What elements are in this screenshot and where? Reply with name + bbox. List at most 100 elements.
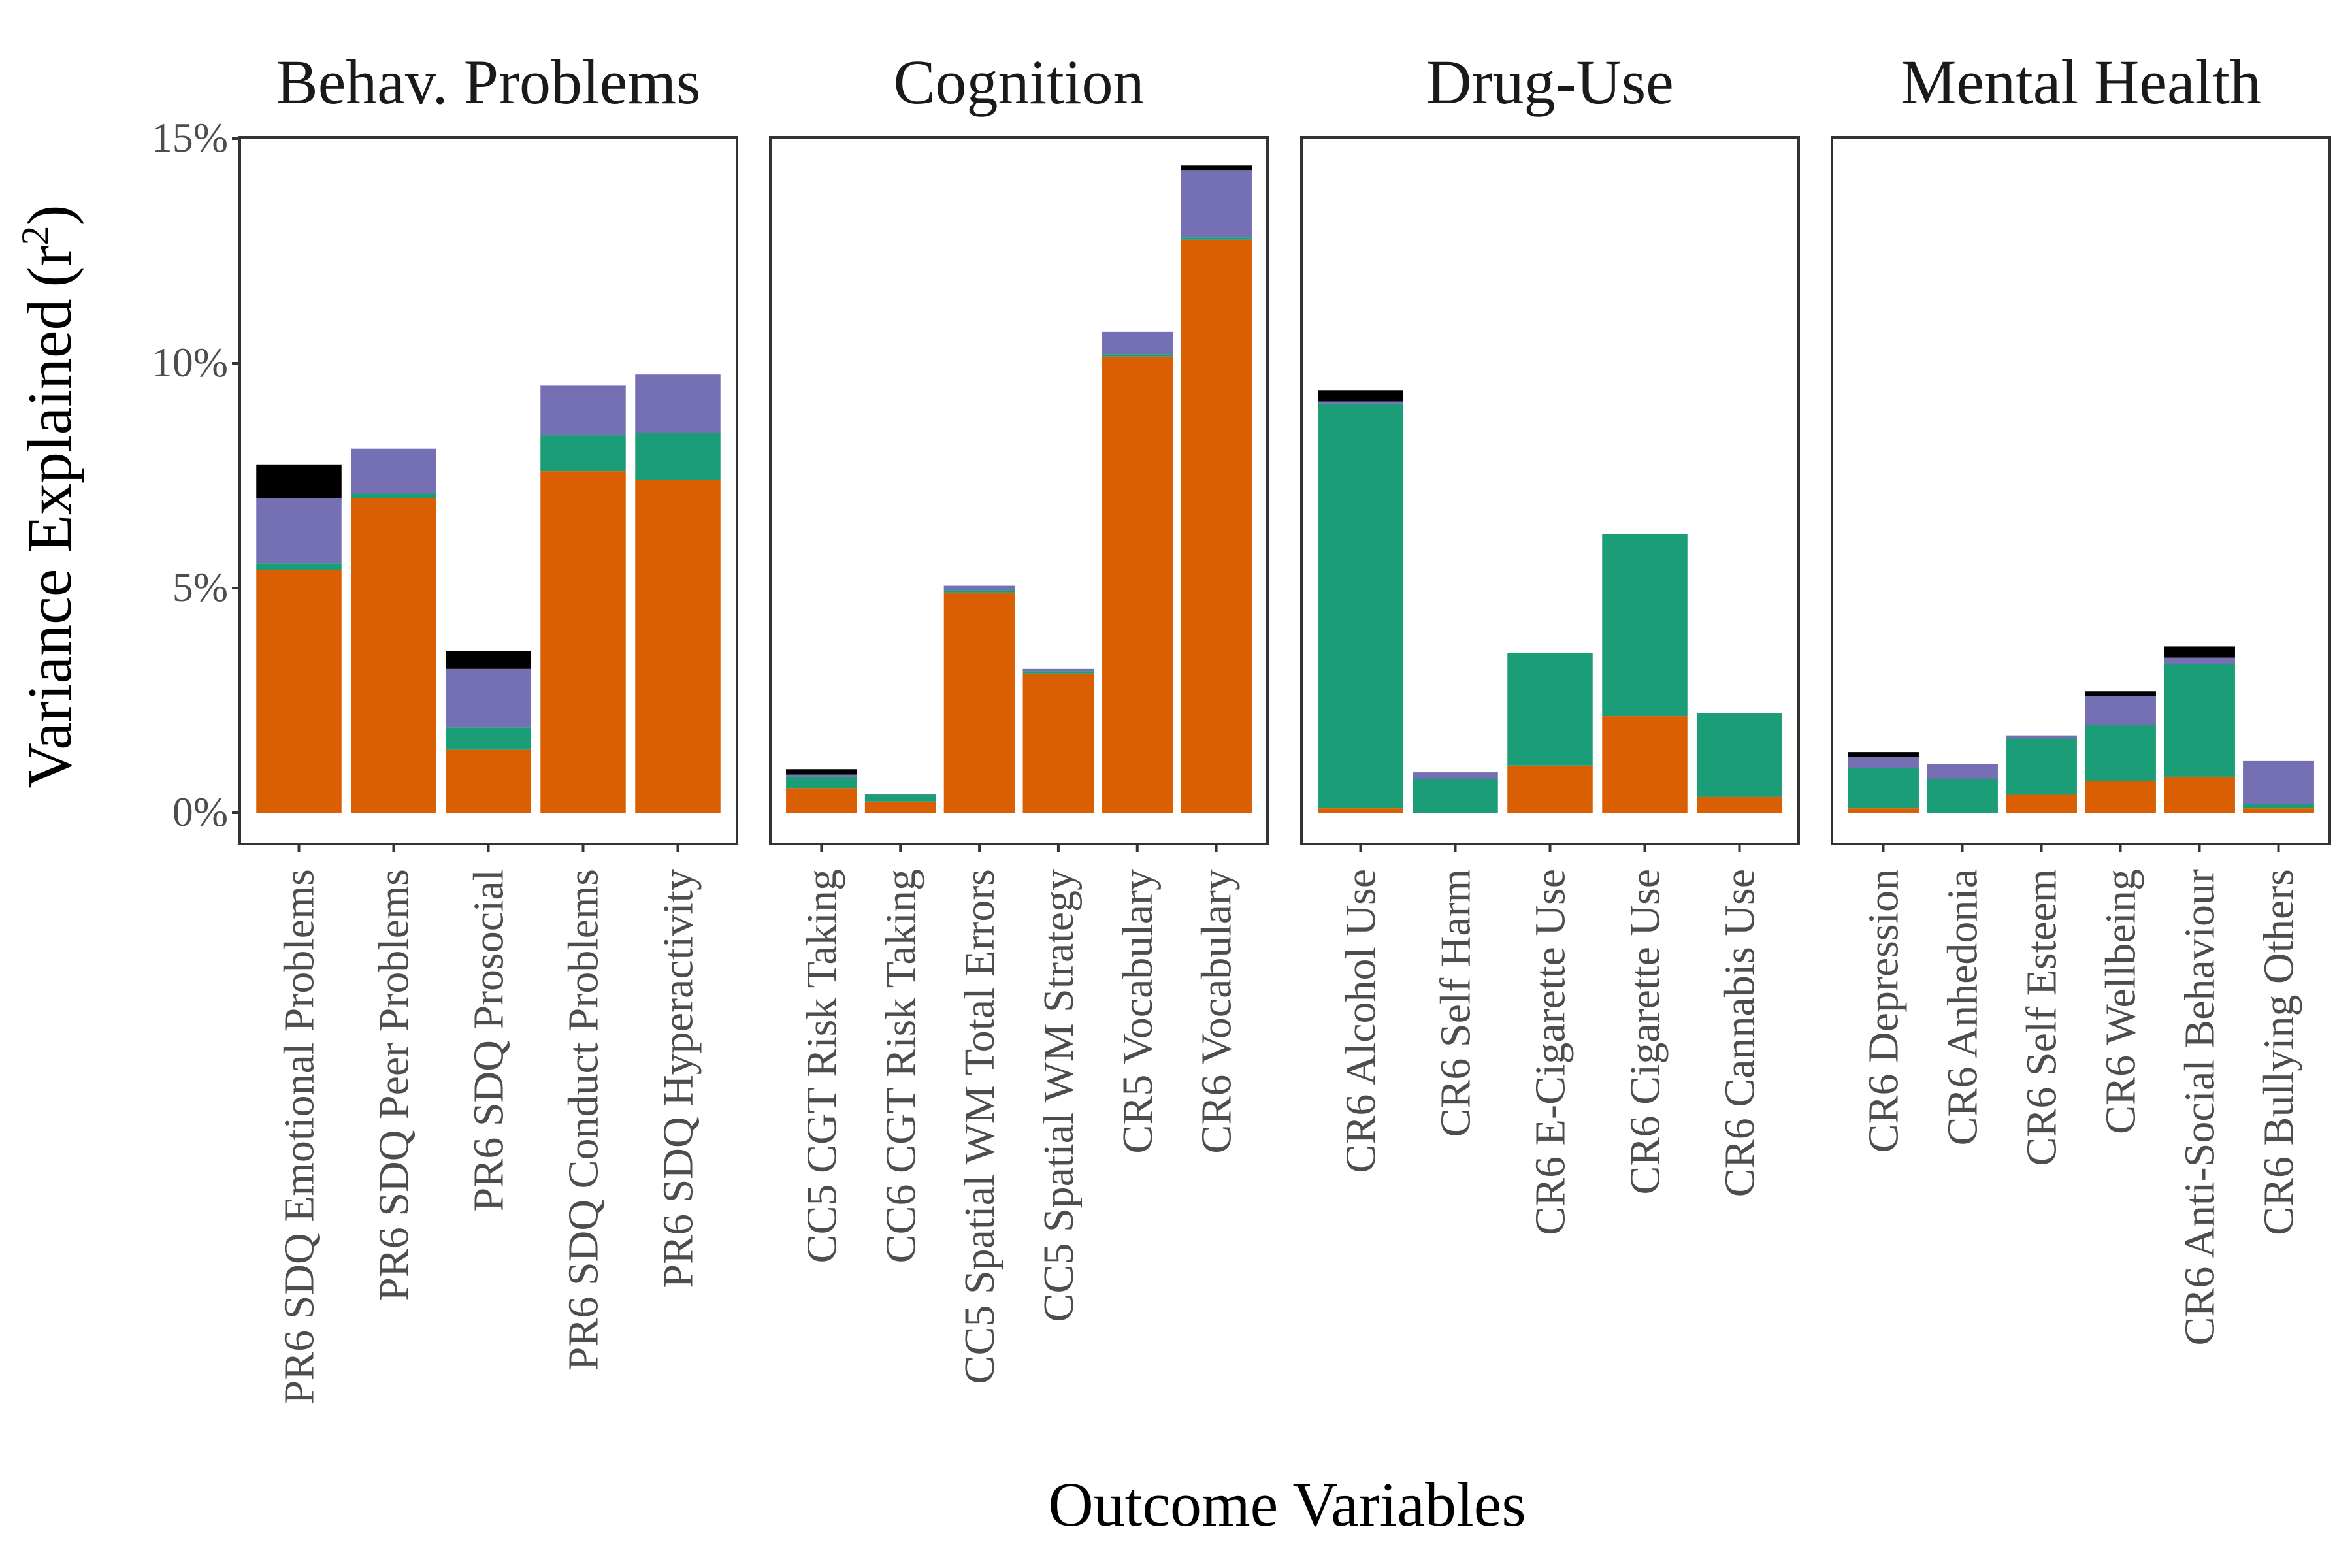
bar-segment — [1413, 779, 1498, 813]
bar-segment — [2164, 776, 2235, 813]
bar-segment — [2164, 664, 2235, 777]
bar-segment — [446, 727, 531, 750]
bar-segment — [2006, 794, 2077, 813]
y-axis-title-paren-open: ( — [14, 267, 84, 287]
y-tick-label: 10% — [152, 339, 228, 385]
facet-title: Behav. Problems — [276, 47, 701, 117]
bar-segment — [635, 374, 721, 433]
bar-segment — [1697, 713, 1782, 797]
bar-segment — [864, 801, 936, 813]
bar-segment — [2164, 646, 2235, 658]
bar-segment — [256, 570, 342, 813]
bar-segment — [351, 498, 436, 813]
bar-segment — [1318, 390, 1403, 402]
y-axis-title-paren-close: ) — [14, 205, 84, 226]
x-tick-label: PR6 SDQ Conduct Problems — [560, 869, 608, 1371]
x-tick-label: CR6 Cannabis Use — [1716, 869, 1764, 1197]
facet-cognition: Cognition CC5 CGT Risk Taking CC6 CGT Risk… — [769, 47, 1269, 1384]
x-tick-label: CR6 E-Cigarette Use — [1527, 869, 1575, 1235]
panel-border — [1300, 136, 1800, 845]
panel-border — [238, 136, 738, 845]
y-axis-title-superscript: 2 — [14, 226, 57, 246]
facet-title: Cognition — [893, 47, 1144, 117]
x-tick-label: CR6 Anti-Social Behaviour — [2176, 869, 2224, 1346]
bar-segment — [635, 433, 721, 480]
facet-behav-problems: Behav. Problems PR6 SDQ Emotional Problem… — [238, 47, 738, 1405]
bar-segment — [943, 590, 1015, 593]
bar-segment — [1507, 765, 1593, 813]
bar-segment — [2085, 696, 2156, 725]
facet-title: Mental Health — [1901, 47, 2261, 117]
y-axis-title: Variance Explained (r2) — [14, 205, 84, 789]
bar-segment — [1022, 668, 1094, 672]
bar-segment — [786, 788, 857, 813]
x-tick-label: CR6 Depression — [1860, 869, 1908, 1152]
bar-segment — [540, 435, 626, 472]
bar-segment — [1022, 673, 1094, 813]
x-tick-label: PR6 SDQ Hyperactivity — [655, 869, 702, 1288]
svg-text:Variance Explained(r2): Variance Explained (r2) — [14, 205, 84, 789]
bar-segment — [256, 464, 342, 498]
bar-segment — [351, 493, 436, 498]
x-tick-label: CC5 CGT Risk Taking — [798, 869, 845, 1264]
facet-mental-health: Mental Health CR6 Depression CR6 Anhedonia… — [1831, 47, 2331, 1346]
bar-segment — [2006, 735, 2077, 739]
y-tick-label: 15% — [152, 114, 228, 161]
facets: 0% 5% 10% 15% Behav. Problems PR6 SDQ Emotion… — [152, 47, 2331, 1405]
bar-segment — [1102, 354, 1173, 357]
bar-segment — [2243, 808, 2314, 813]
bar-segment — [1848, 752, 1919, 757]
bar-segment — [2006, 738, 2077, 795]
bar-segment — [256, 563, 342, 570]
bar-segment — [786, 774, 857, 777]
bar-segment — [943, 585, 1015, 591]
bar-segment — [540, 385, 626, 436]
bar-segment — [351, 448, 436, 494]
y-tick-label: 0% — [172, 789, 228, 835]
facet-title: Drug-Use — [1426, 47, 1674, 117]
x-tick-label: CR5 Vocabulary — [1114, 869, 1162, 1154]
y-axis: 0% 5% 10% 15% — [152, 114, 240, 835]
bar-segment — [1102, 331, 1173, 355]
bar-segment — [1413, 772, 1498, 779]
bar-segment — [1181, 239, 1252, 813]
bar-segment — [2085, 725, 2156, 781]
bar-segment — [2085, 781, 2156, 813]
panel-border — [1831, 136, 2331, 845]
bar-segment — [446, 668, 531, 728]
bar-segment — [540, 471, 626, 813]
bar-segment — [786, 776, 857, 789]
x-tick-label: CR6 Self Harm — [1432, 869, 1480, 1137]
bar-segment — [943, 592, 1015, 813]
bar-segment — [1848, 808, 1919, 813]
bar-segment — [2164, 657, 2235, 664]
x-tick-label: CR6 Bullying Others — [2255, 869, 2303, 1235]
bar-segment — [1181, 170, 1252, 238]
y-axis-title-symbol: r — [14, 246, 84, 267]
y-tick-label: 5% — [172, 564, 228, 610]
bar-segment — [786, 769, 857, 775]
bar-segment — [1848, 768, 1919, 809]
bar-segment — [2243, 760, 2314, 804]
x-tick-label: CR6 Cigarette Use — [1622, 869, 1669, 1195]
bar-segment — [1507, 653, 1593, 766]
x-tick-label: CC5 Spatial WM Total Errors — [956, 869, 1004, 1384]
bar-segment — [446, 651, 531, 669]
bar-segment — [864, 794, 936, 802]
bar-segment — [1318, 401, 1403, 404]
x-tick-label: PR6 SDQ Peer Problems — [370, 869, 418, 1301]
x-tick-label: PR6 SDQ Emotional Problems — [276, 869, 323, 1405]
bar-segment — [1181, 237, 1252, 240]
bar-segment — [1602, 534, 1688, 717]
x-tick-label: CR6 Self Esteem — [2018, 869, 2066, 1166]
y-axis-title-text: Variance Explained — [14, 299, 84, 788]
x-tick-label: PR6 SDQ Prosocial — [465, 869, 513, 1211]
bar-segment — [2085, 691, 2156, 696]
bar-segment — [1318, 808, 1403, 813]
bar-segment — [1102, 356, 1173, 813]
facet-drug-use: Drug-Use CR6 Alcohol Use CR6 Self Harm CR6 … — [1300, 47, 1800, 1235]
x-tick-label: CR6 Anhedonia — [1939, 869, 1987, 1146]
bar-segment — [1927, 764, 1998, 779]
x-tick-label: CC5 Spatial WM Strategy — [1035, 869, 1083, 1322]
